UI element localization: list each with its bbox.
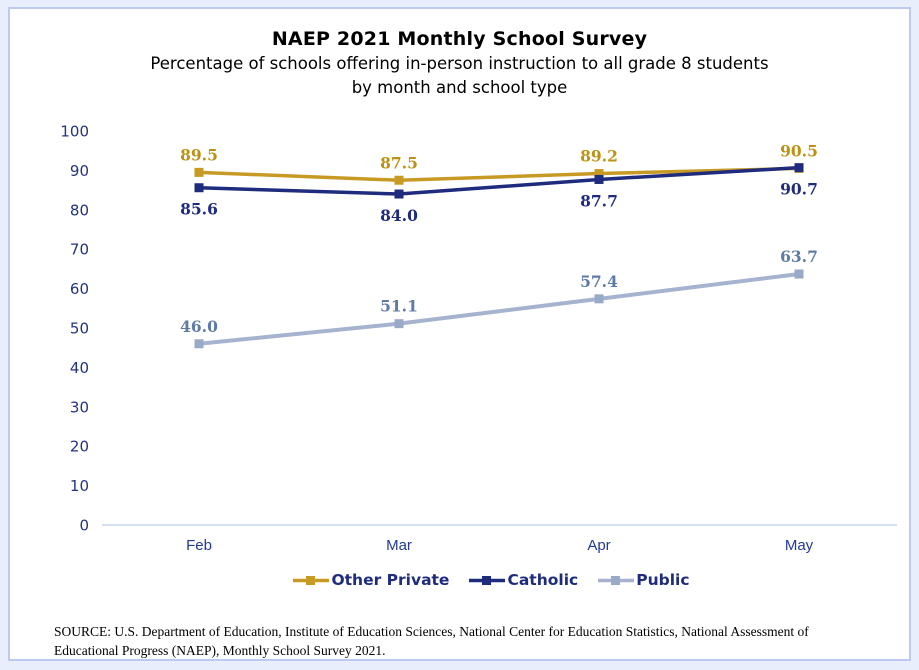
x-axis-label-feb: Feb xyxy=(186,537,212,554)
source-line-1: SOURCE: U.S. Department of Education, In… xyxy=(54,624,809,639)
data-point-marker-public xyxy=(394,319,404,329)
legend-label-catholic: Catholic xyxy=(507,571,579,589)
y-axis-tick-label: 0 xyxy=(79,517,89,535)
data-point-marker-other-private xyxy=(194,167,204,177)
data-label-public: 51.1 xyxy=(380,297,418,316)
data-label-public: 63.7 xyxy=(780,247,818,266)
chart-legend: Other Private Catholic Public xyxy=(10,571,909,589)
data-label-other-private: 90.5 xyxy=(780,141,818,160)
data-point-marker-catholic xyxy=(194,183,204,193)
y-axis-tick-label: 10 xyxy=(70,477,89,495)
data-label-other-private: 89.5 xyxy=(180,145,218,164)
y-axis-tick-label: 90 xyxy=(70,162,89,180)
x-axis-label-mar: Mar xyxy=(386,537,412,554)
data-label-catholic: 85.6 xyxy=(180,200,218,219)
data-point-marker-other-private xyxy=(594,169,604,179)
legend-swatch-catholic xyxy=(469,575,506,585)
source-note: SOURCE: U.S. Department of Education, In… xyxy=(54,622,894,660)
chart-subtitle-line-1: Percentage of schools offering in-person… xyxy=(150,54,769,73)
legend-item-catholic: Catholic xyxy=(469,571,578,589)
data-point-marker-catholic xyxy=(794,163,804,173)
chart-subtitle-line-2: by month and school type xyxy=(351,78,568,97)
line-chart-plot-area: 0 10 20 30 40 50 60 70 80 90 100 89.5 87.5 89.2 90.5 85… xyxy=(60,123,897,554)
y-axis-tick-label: 30 xyxy=(70,398,89,416)
y-axis-tick-label: 60 xyxy=(70,280,89,298)
data-label-other-private: 89.2 xyxy=(580,147,618,166)
legend-item-other-private: Other Private xyxy=(293,571,449,589)
series-line-other-private xyxy=(198,166,800,183)
x-axis-label-may: May xyxy=(785,537,814,554)
series-line-catholic xyxy=(198,165,800,196)
data-label-other-private: 87.5 xyxy=(380,153,418,172)
data-label-public: 46.0 xyxy=(180,317,218,336)
legend-label-public: Public xyxy=(636,571,690,589)
data-point-marker-public xyxy=(794,269,804,279)
chart-panel: NAEP 2021 Monthly School Survey Percenta… xyxy=(8,7,911,661)
y-axis-tick-label: 100 xyxy=(60,123,89,141)
y-axis-tick-label: 50 xyxy=(70,320,89,338)
data-point-marker-catholic xyxy=(394,189,404,199)
data-point-marker-public xyxy=(194,339,204,349)
data-point-marker-other-private xyxy=(394,175,404,185)
source-line-2: Educational Progress (NAEP), Monthly Sch… xyxy=(54,643,386,658)
legend-swatch-other-private xyxy=(293,575,330,585)
data-label-catholic: 87.7 xyxy=(580,191,618,210)
x-axis-label-apr: Apr xyxy=(587,537,610,554)
series-line-public xyxy=(198,272,800,346)
y-axis-tick-label: 40 xyxy=(70,359,89,377)
data-label-public: 57.4 xyxy=(580,272,618,291)
data-point-marker-catholic xyxy=(594,174,604,184)
data-point-marker-public xyxy=(594,294,604,304)
legend-swatch-public xyxy=(598,575,635,585)
legend-label-other-private: Other Private xyxy=(331,571,450,589)
data-label-catholic: 84.0 xyxy=(380,206,418,225)
data-label-catholic: 90.7 xyxy=(780,180,818,199)
chart-subtitle: Percentage of schools offering in-person… xyxy=(10,52,909,100)
chart-title: NAEP 2021 Monthly School Survey xyxy=(271,28,648,50)
y-axis-tick-label: 80 xyxy=(70,201,89,219)
legend-item-public: Public xyxy=(598,571,690,589)
y-axis-tick-label: 70 xyxy=(70,241,89,259)
y-axis-tick-label: 20 xyxy=(70,438,89,456)
